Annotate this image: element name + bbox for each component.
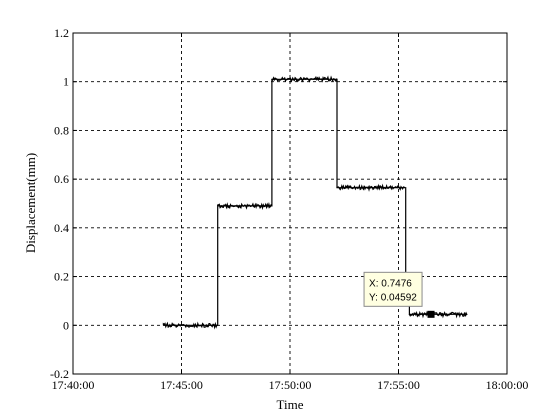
x-tick-label: 18:00:00 [486,378,529,392]
y-tick-label: 0.4 [54,221,69,235]
y-tick-label: 0.2 [54,270,69,284]
x-tick-label: 17:55:00 [377,378,420,392]
axis-ticks: 17:40:00 17:45:00 17:50:00 17:55:00 18:00:00… [50,26,528,392]
x-axis-title: Time [277,397,304,412]
data-tip-marker[interactable] [427,310,435,318]
y-tick-label: 0 [63,318,69,332]
y-axis-title: Displacement(mm) [23,153,38,253]
series-noise [336,183,406,192]
y-tick-label: 0.6 [54,172,69,186]
series-noise [408,310,468,319]
data-tip-box [363,271,423,307]
x-tick-label: 17:40:00 [52,378,95,392]
series-noise [162,321,218,330]
y-tick-label: 0.8 [54,123,69,137]
grid [73,33,507,374]
x-tick-label: 17:50:00 [269,378,312,392]
series-noise [271,75,338,83]
data-tip-x: X: 0.7476 [369,278,412,289]
data-tip-y: Y: 0.04592 [369,292,417,303]
series-noise [217,201,272,211]
y-tick-label: -0.2 [50,367,69,381]
data-tip[interactable]: X: 0.7476 Y: 0.04592 [363,271,435,318]
x-tick-label: 17:45:00 [160,378,203,392]
y-tick-label: 1 [63,75,69,89]
y-tick-label: 1.2 [54,26,69,40]
